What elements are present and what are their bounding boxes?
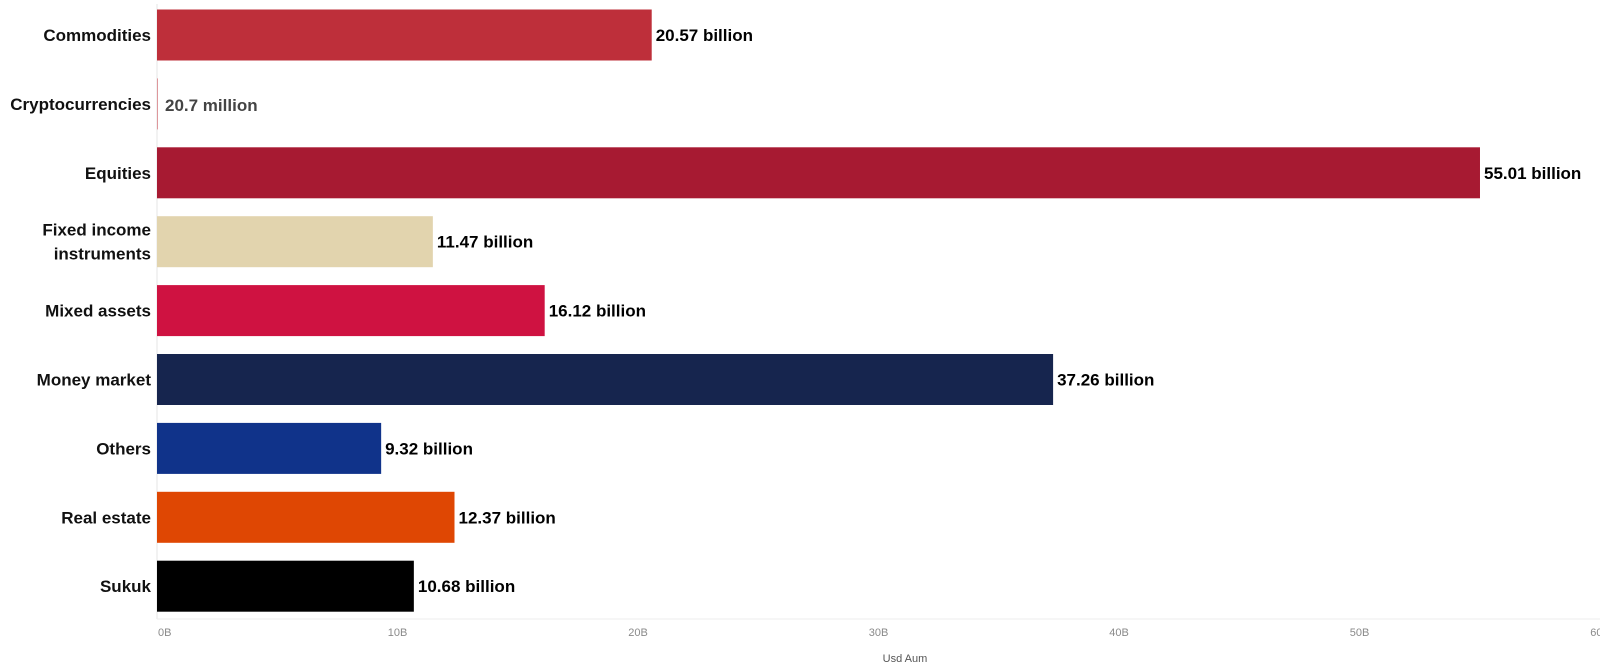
x-tick-label-60b: 60B bbox=[1590, 627, 1600, 639]
bar-real-estate bbox=[157, 491, 455, 543]
bar-money-market bbox=[157, 354, 1054, 405]
x-tick-label-40b: 40B bbox=[1109, 627, 1129, 639]
category-label-others: Others bbox=[96, 439, 151, 458]
x-tick-label-30b: 30B bbox=[869, 627, 889, 639]
data-label-sukuk: 10.68 billion bbox=[418, 577, 515, 596]
x-tick-label-0b: 0B bbox=[158, 627, 171, 639]
category-label-sukuk: Sukuk bbox=[100, 577, 152, 596]
data-label-money-market: 37.26 billion bbox=[1057, 371, 1154, 390]
data-label-cryptocurrencies: 20.7 million bbox=[165, 96, 258, 115]
bar-fixed-income-instruments bbox=[157, 216, 433, 268]
bar-cryptocurrencies bbox=[157, 78, 158, 130]
bar-sukuk bbox=[157, 560, 414, 612]
data-labels-group: 20.57 billion 20.7 million 55.01 billion 11… bbox=[165, 26, 1581, 596]
data-label-commodities: 20.57 billion bbox=[656, 26, 753, 45]
category-label-equities: Equities bbox=[85, 164, 151, 183]
x-tick-label-20b: 20B bbox=[628, 627, 648, 639]
data-label-fixed-income-instruments: 11.47 billion bbox=[437, 233, 533, 252]
bar-mixed-assets bbox=[157, 285, 545, 337]
data-label-real-estate: 12.37 billion bbox=[459, 508, 556, 527]
bars-group bbox=[157, 9, 1480, 612]
data-label-others: 9.32 billion bbox=[385, 439, 473, 458]
x-tick-label-10b: 10B bbox=[388, 627, 408, 639]
category-labels-group: Commodities Cryptocurrencies Equities Fixed… bbox=[10, 26, 151, 596]
x-tick-label-50b: 50B bbox=[1350, 627, 1370, 639]
bar-others bbox=[157, 422, 382, 474]
category-label-fixed-income-instruments: Fixed income instruments bbox=[42, 221, 151, 264]
category-label-real-estate: Real estate bbox=[61, 508, 151, 527]
category-label-mixed-assets: Mixed assets bbox=[45, 302, 151, 321]
category-label-commodities: Commodities bbox=[43, 26, 151, 45]
data-label-mixed-assets: 16.12 billion bbox=[549, 302, 646, 321]
x-tick-labels-group: 0B 10B 20B 30B 40B 50B 60B bbox=[158, 627, 1600, 639]
x-axis-title: Usd Aum bbox=[883, 653, 928, 665]
bar-commodities bbox=[157, 9, 652, 61]
category-label-cryptocurrencies: Cryptocurrencies bbox=[10, 95, 151, 114]
category-label-money-market: Money market bbox=[37, 371, 152, 390]
data-label-equities: 55.01 billion bbox=[1484, 164, 1581, 183]
bar-equities bbox=[157, 147, 1480, 199]
